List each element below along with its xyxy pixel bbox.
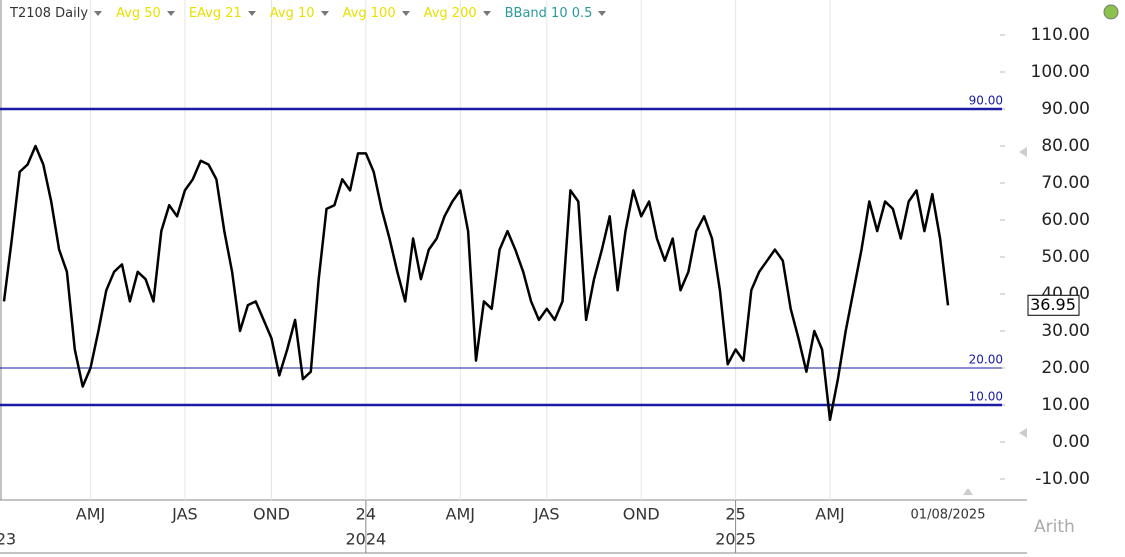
x-tick-label: AMJ	[815, 505, 844, 524]
scale-label: Arith	[1034, 517, 1075, 537]
indicator-item[interactable]: T2108 Daily	[10, 5, 103, 21]
indicator-item[interactable]: Avg 100	[343, 6, 410, 21]
dropdown-arrow	[94, 10, 103, 16]
year-label: 23	[0, 530, 16, 549]
reference-label: 90.00	[969, 94, 1003, 108]
y-tick-label: 70.00	[1041, 173, 1090, 193]
dropdown-arrow	[482, 10, 491, 16]
last-value-label: 36.95	[1030, 295, 1076, 314]
year-label: 2024	[346, 530, 387, 549]
scroll-arrow[interactable]	[1019, 428, 1027, 438]
indicator-label: EAvg 21	[188, 5, 242, 21]
indicator-label: Avg 100	[342, 5, 396, 21]
indicator-item[interactable]: BBand 10 0.5	[505, 6, 607, 21]
y-tick-label: 90.00	[1041, 99, 1090, 119]
scroll-arrow[interactable]	[1019, 147, 1027, 157]
scroll-arrow[interactable]	[963, 488, 973, 495]
indicator-label: T2108 Daily	[10, 5, 89, 21]
x-tick-label: OND	[253, 505, 290, 524]
settings-icon[interactable]	[1103, 4, 1119, 20]
y-tick-label: 60.00	[1041, 210, 1090, 230]
indicator-item[interactable]: Avg 50	[116, 6, 175, 21]
x-tick-label: 01/08/2025	[911, 508, 986, 523]
y-tick-label: 80.00	[1041, 136, 1090, 156]
indicator-item[interactable]: Avg 200	[424, 6, 491, 21]
year-label: 2025	[715, 530, 756, 549]
dropdown-arrow	[320, 10, 329, 16]
dropdown-arrow	[598, 10, 607, 16]
x-tick-label: JAS	[171, 505, 198, 524]
last-value-box	[1027, 294, 1080, 316]
y-tick-label: 50.00	[1041, 247, 1090, 267]
dropdown-arrow	[401, 10, 410, 16]
y-tick-label: 10.00	[1041, 395, 1090, 415]
x-tick-label: JAS	[533, 505, 560, 524]
x-tick-label: OND	[623, 505, 660, 524]
y-tick-label: 100.00	[1031, 62, 1090, 82]
indicator-label: Avg 50	[116, 5, 161, 21]
dropdown-arrow	[247, 10, 256, 16]
y-tick-label: 0.00	[1052, 432, 1090, 452]
reference-label: 20.00	[969, 353, 1003, 367]
indicator-label: Avg 10	[269, 5, 315, 21]
x-tick-label: AMJ	[76, 505, 105, 524]
data-line	[2, 144, 950, 422]
y-tick-label: 110.00	[1031, 25, 1090, 45]
indicator-item[interactable]: Avg 10	[270, 6, 329, 21]
x-tick-label: AMJ	[446, 505, 475, 524]
y-tick-label: -10.00	[1035, 469, 1090, 489]
indicator-item[interactable]: EAvg 21	[189, 6, 256, 21]
dropdown-arrow	[166, 10, 175, 16]
y-tick-label: 20.00	[1041, 358, 1090, 378]
indicator-label: Avg 200	[423, 5, 477, 21]
legend-bar: T2108 Daily Avg 50 EAvg 21 Avg 10 Avg 100 Avg…	[10, 4, 620, 22]
y-tick-label: 30.00	[1041, 321, 1090, 341]
reference-label: 10.00	[969, 390, 1003, 404]
indicator-label: BBand 10 0.5	[504, 5, 593, 21]
